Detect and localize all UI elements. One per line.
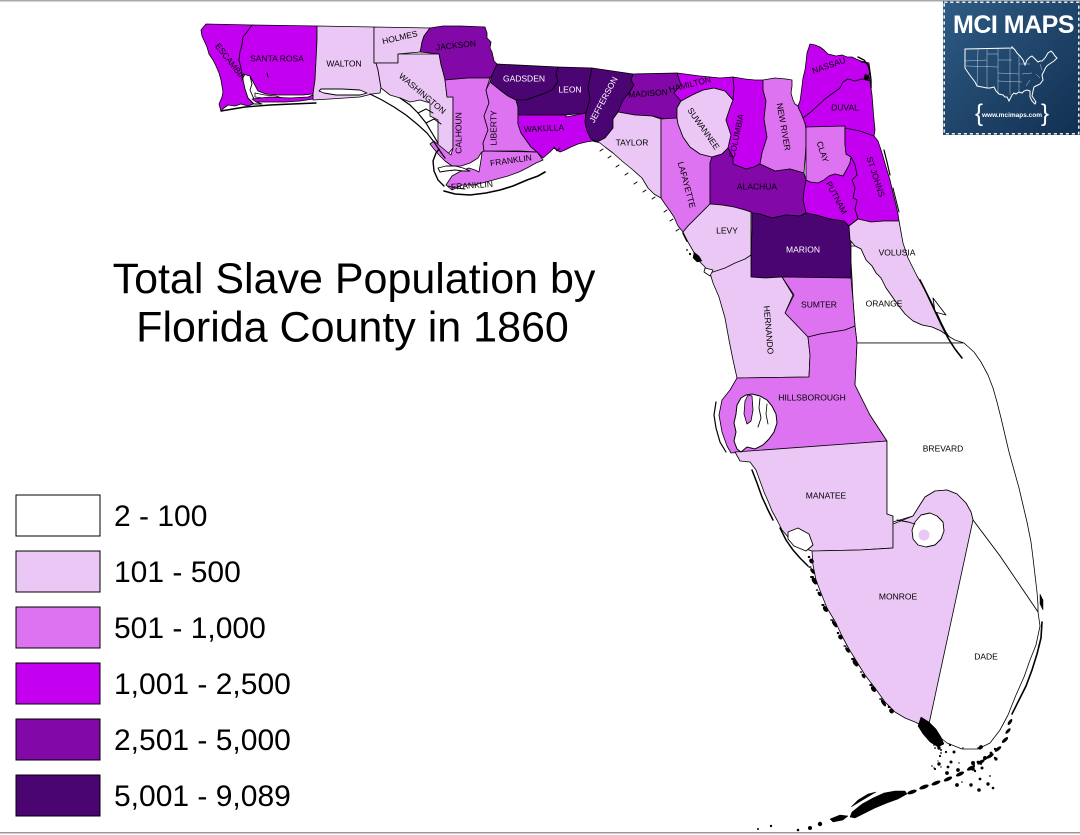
svg-text:}: } <box>1041 100 1049 127</box>
svg-text:ORANGE: ORANGE <box>866 298 903 308</box>
svg-text:MARION: MARION <box>786 244 820 254</box>
svg-text:SUMTER: SUMTER <box>801 299 837 309</box>
svg-text:FRANKLIN: FRANKLIN <box>451 179 494 192</box>
svg-text:MCI MAPS: MCI MAPS <box>953 11 1074 39</box>
svg-text:WAKULLA: WAKULLA <box>524 122 565 134</box>
svg-text:WALTON: WALTON <box>326 58 361 68</box>
svg-text:CALHOUN: CALHOUN <box>453 112 463 154</box>
svg-text:LIBERTY: LIBERTY <box>488 110 498 146</box>
svg-text:HILLSBOROUGH: HILLSBOROUGH <box>778 392 846 402</box>
svg-text:ALACHUA: ALACHUA <box>737 181 777 191</box>
svg-text:LEVY: LEVY <box>716 225 738 235</box>
svg-text:Florida County in 1860: Florida County in 1860 <box>136 304 569 352</box>
svg-text:TAYLOR: TAYLOR <box>616 137 649 147</box>
svg-text:101 - 500: 101 - 500 <box>114 556 241 589</box>
svg-text:Total Slave Population by: Total Slave Population by <box>113 255 596 303</box>
svg-text:VOLUSIA: VOLUSIA <box>879 247 916 257</box>
svg-text:www.mcimaps.com: www.mcimaps.com <box>981 112 1042 119</box>
svg-text:BREVARD: BREVARD <box>923 443 963 453</box>
svg-text:JACKSON: JACKSON <box>435 38 476 52</box>
svg-text:LEON: LEON <box>558 84 581 94</box>
svg-text:{: { <box>975 100 983 127</box>
svg-text:MADISON: MADISON <box>628 87 668 100</box>
svg-text:MONROE: MONROE <box>879 591 918 601</box>
svg-text:MANATEE: MANATEE <box>806 490 847 500</box>
svg-text:5,001 - 9,089: 5,001 - 9,089 <box>114 780 291 813</box>
svg-text:501 - 1,000: 501 - 1,000 <box>114 612 266 645</box>
svg-text:SANTA ROSA: SANTA ROSA <box>250 53 304 63</box>
svg-text:GADSDEN: GADSDEN <box>503 73 545 83</box>
svg-text:DUVAL: DUVAL <box>831 102 859 112</box>
svg-text:HERNANDO: HERNANDO <box>762 305 776 355</box>
svg-text:2 - 100: 2 - 100 <box>114 500 207 533</box>
svg-text:2,501 - 5,000: 2,501 - 5,000 <box>114 724 291 757</box>
svg-text:DADE: DADE <box>974 651 998 661</box>
svg-text:1,001 - 2,500: 1,001 - 2,500 <box>114 668 291 701</box>
